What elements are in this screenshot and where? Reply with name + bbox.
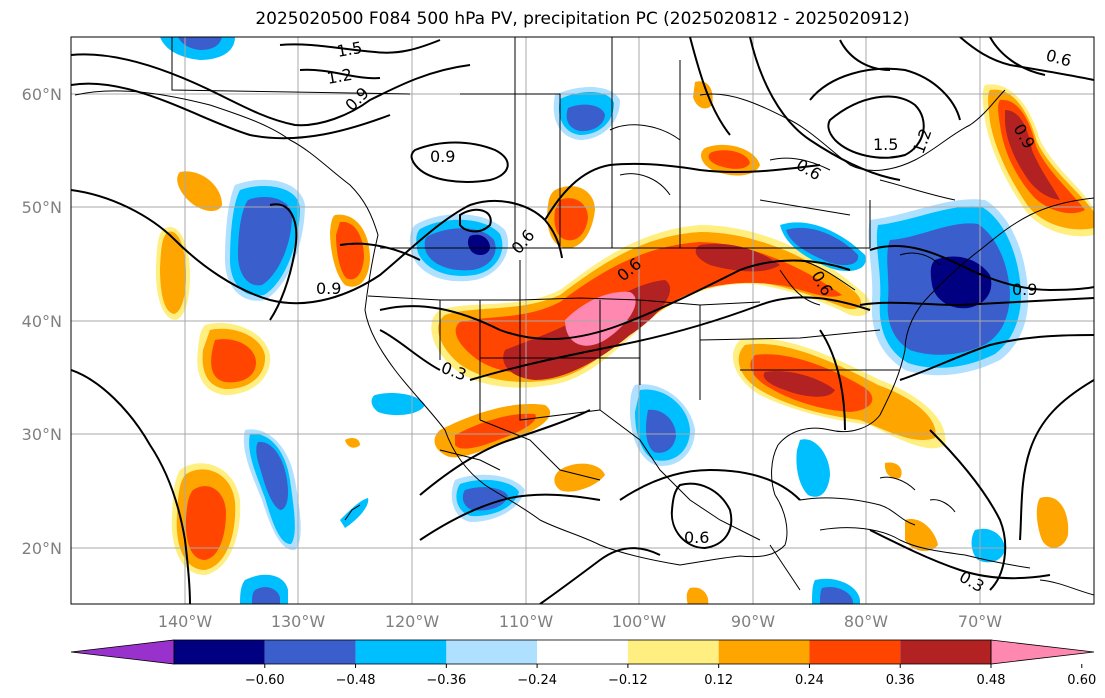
plot-frame bbox=[70, 36, 1095, 605]
lon-label: 90°W bbox=[731, 612, 775, 631]
map-plot-area: 1.5 1.2 0.9 0.9 0.9 0.6 0.6 0.6 0.6 1.5 … bbox=[71, 37, 1094, 604]
lat-label: 60°N bbox=[22, 85, 62, 104]
colorbar-tick-label: −0.36 bbox=[426, 673, 466, 688]
lon-label: 110°W bbox=[499, 612, 554, 631]
pv-label: 1.5 bbox=[873, 135, 898, 154]
pv-label: 0.9 bbox=[430, 147, 455, 166]
colorbar-segment bbox=[900, 640, 991, 664]
coastlines bbox=[74, 37, 1094, 596]
pv-label: 1.2 bbox=[325, 65, 353, 88]
colorbar-segment bbox=[537, 640, 628, 664]
lat-label: 50°N bbox=[22, 198, 62, 217]
colorbar-tick-label: 0.60 bbox=[1067, 673, 1096, 688]
colorbar-tick-label: −0.60 bbox=[245, 673, 285, 688]
pv-label: 1.5 bbox=[335, 38, 363, 61]
pv-label: 0.6 bbox=[684, 528, 709, 547]
pv-label: 0.9 bbox=[316, 279, 341, 298]
colorbar-tick-label: −0.12 bbox=[608, 673, 648, 688]
graticule bbox=[71, 37, 1094, 604]
precip-shading bbox=[155, 37, 1094, 604]
lat-label: 40°N bbox=[22, 312, 62, 331]
colorbar-segment bbox=[627, 640, 719, 664]
latitude-labels: 60°N 50°N 40°N 30°N 20°N bbox=[22, 85, 62, 558]
colorbar-segment bbox=[446, 640, 538, 664]
longitude-labels: 140°W 130°W 120°W 110°W 100°W 90°W 80°W … bbox=[158, 612, 1002, 631]
colorbar-tick-label: 0.48 bbox=[977, 673, 1006, 688]
lon-label: 140°W bbox=[158, 612, 213, 631]
lat-label: 30°N bbox=[22, 425, 62, 444]
colorbar-segment bbox=[264, 640, 356, 664]
map-title: 2025020500 F084 500 hPa PV, precipitatio… bbox=[255, 9, 910, 29]
colorbar-tick-label: 0.12 bbox=[704, 673, 733, 688]
lon-label: 100°W bbox=[612, 612, 667, 631]
colorbar-frame bbox=[173, 639, 992, 665]
lon-label: 130°W bbox=[271, 612, 326, 631]
colorbar-segment bbox=[174, 640, 265, 664]
pv-contours bbox=[71, 37, 1094, 604]
colorbar-tick-label: 0.24 bbox=[795, 673, 824, 688]
lon-label: 120°W bbox=[385, 612, 440, 631]
colorbar-segment bbox=[718, 640, 810, 664]
lon-label: 70°W bbox=[958, 612, 1002, 631]
colorbar: −0.60 −0.48 −0.36 −0.24 −0.12 0.12 0.24 0.36 0.4… bbox=[70, 639, 1096, 688]
lon-label: 80°W bbox=[844, 612, 888, 631]
colorbar-tick-label: 0.36 bbox=[886, 673, 915, 688]
colorbar-extend-high bbox=[990, 639, 1095, 665]
lat-label: 20°N bbox=[22, 539, 62, 558]
pv-label: 0.9 bbox=[1012, 280, 1037, 299]
colorbar-segment bbox=[809, 640, 901, 664]
colorbar-tick-label: −0.24 bbox=[517, 673, 557, 688]
colorbar-tick-label: −0.48 bbox=[336, 673, 376, 688]
colorbar-extend-low bbox=[70, 639, 175, 665]
colorbar-segment bbox=[355, 640, 447, 664]
